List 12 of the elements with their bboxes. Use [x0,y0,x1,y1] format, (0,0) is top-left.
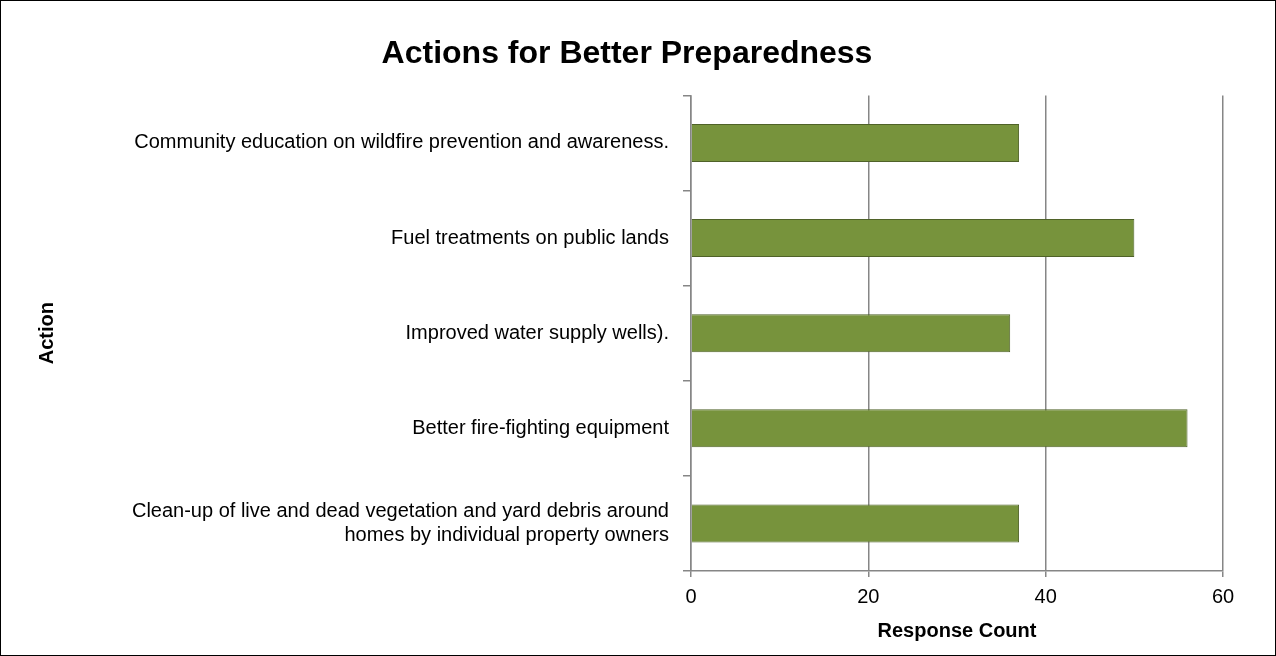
chart-title: Actions for Better Preparedness [381,34,873,71]
y-tick-label: Fuel treatments on public lands [391,225,669,248]
x-tick-label: 40 [1034,584,1057,607]
x-tick-label: 60 [1211,584,1235,607]
y-tick-label: Community education on wildfire prevention and awareness. [134,130,669,153]
y-tick-label: Improved water supply wells). [405,320,669,343]
y-tick-label: Better fire-fighting equipment [412,415,670,438]
y-tick-label: Clean-up of live and dead vegetation and yard debris around homes by individual property owners [131,498,669,545]
y-axis-title: Action [34,302,57,365]
x-axis-title: Response Count [877,618,1037,641]
x-tick-label: 0 [685,584,697,607]
x-tick-label: 20 [857,584,880,607]
